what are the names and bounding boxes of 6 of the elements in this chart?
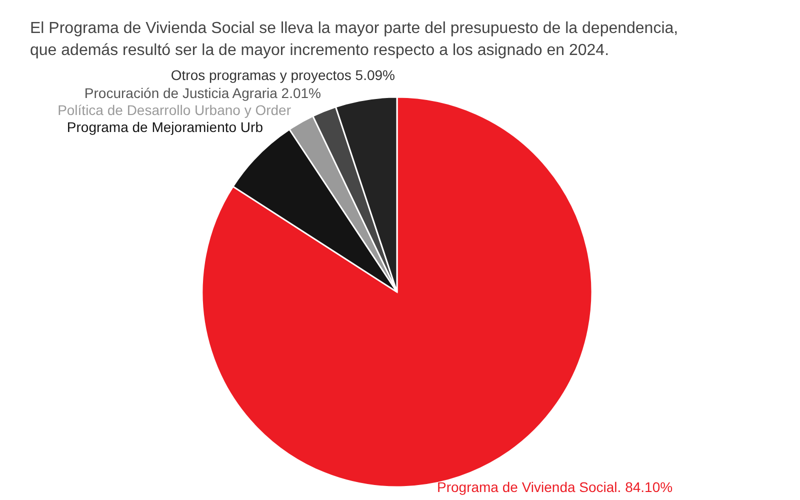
slice-label: Programa de Mejoramiento Urb xyxy=(66,119,264,135)
chart-title: El Programa de Vivienda Social se lleva la mayor parte del presupuesto de la dependencia, que además resultó ser la de mayor incremento respecto a los asignado en 2024. xyxy=(30,20,678,59)
slice-label: Procuración de Justicia Agraria 2.01% xyxy=(84,85,321,101)
slice-label: Programa de Vivienda Social. 84.10% xyxy=(437,479,673,495)
slice-label: Política de Desarrollo Urbano y Order xyxy=(58,102,292,118)
slice-label: Otros programas y proyectos 5.09% xyxy=(170,67,395,83)
